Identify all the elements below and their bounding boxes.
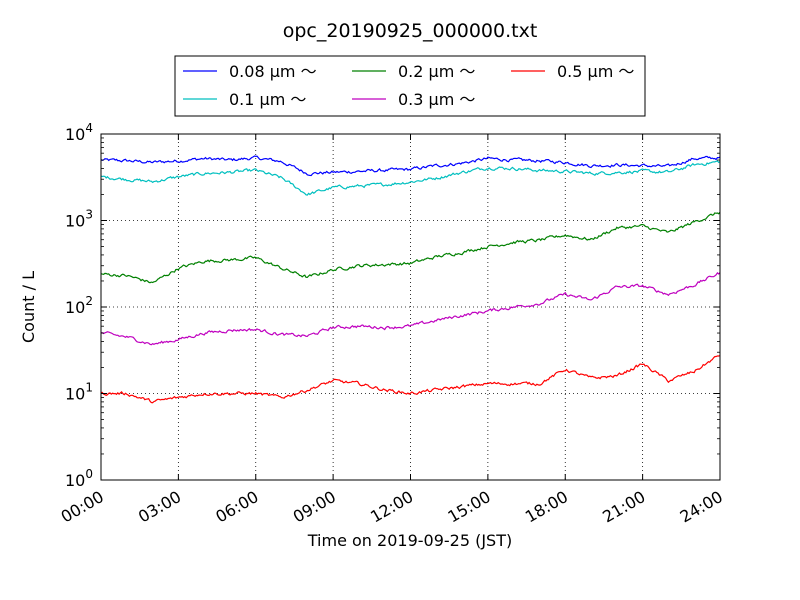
legend-label-1: 0.1 μm ～ (229, 90, 306, 109)
y-tick-exponent: 3 (85, 208, 93, 222)
legend-label-4: 0.5 μm ～ (557, 62, 634, 81)
y-tick-base: 10 (65, 471, 85, 490)
x-axis-label: Time on 2019-09-25 (JST) (307, 531, 512, 550)
legend-box (174, 55, 646, 117)
y-tick-label: 104 (65, 121, 93, 144)
legend-label-3: 0.3 μm ～ (398, 90, 475, 109)
grid (101, 134, 720, 480)
y-tick-base: 10 (65, 212, 85, 231)
y-tick-exponent: 2 (85, 294, 93, 308)
series-line-1 (100, 160, 721, 196)
legend: 0.08 μm ～ 0.1 μm ～ 0.2 μm ～ 0.3 μm ～ 0.5 μm … (174, 55, 646, 117)
y-tick-base: 10 (65, 125, 85, 144)
series-line-3 (101, 272, 721, 346)
legend-label-2: 0.2 μm ～ (398, 62, 475, 81)
legend-label-0: 0.08 μm ～ (229, 62, 317, 81)
y-tick-exponent: 1 (85, 381, 93, 395)
y-tick-base: 10 (65, 385, 85, 404)
y-tick-label: 100 (65, 467, 93, 490)
series-line-0 (100, 155, 721, 177)
y-tick-label: 102 (65, 294, 93, 317)
series-layer (100, 155, 721, 404)
series-line-4 (100, 355, 721, 404)
y-tick-exponent: 4 (85, 121, 93, 135)
y-axis-label: Count / L (19, 271, 38, 343)
y-tick-exponent: 0 (85, 467, 93, 481)
y-tick-label: 103 (65, 208, 93, 231)
y-tick-base: 10 (65, 298, 85, 317)
series-line-2 (100, 211, 721, 284)
chart-title: opc_20190925_000000.txt (283, 20, 538, 42)
y-tick-label: 101 (65, 381, 93, 404)
